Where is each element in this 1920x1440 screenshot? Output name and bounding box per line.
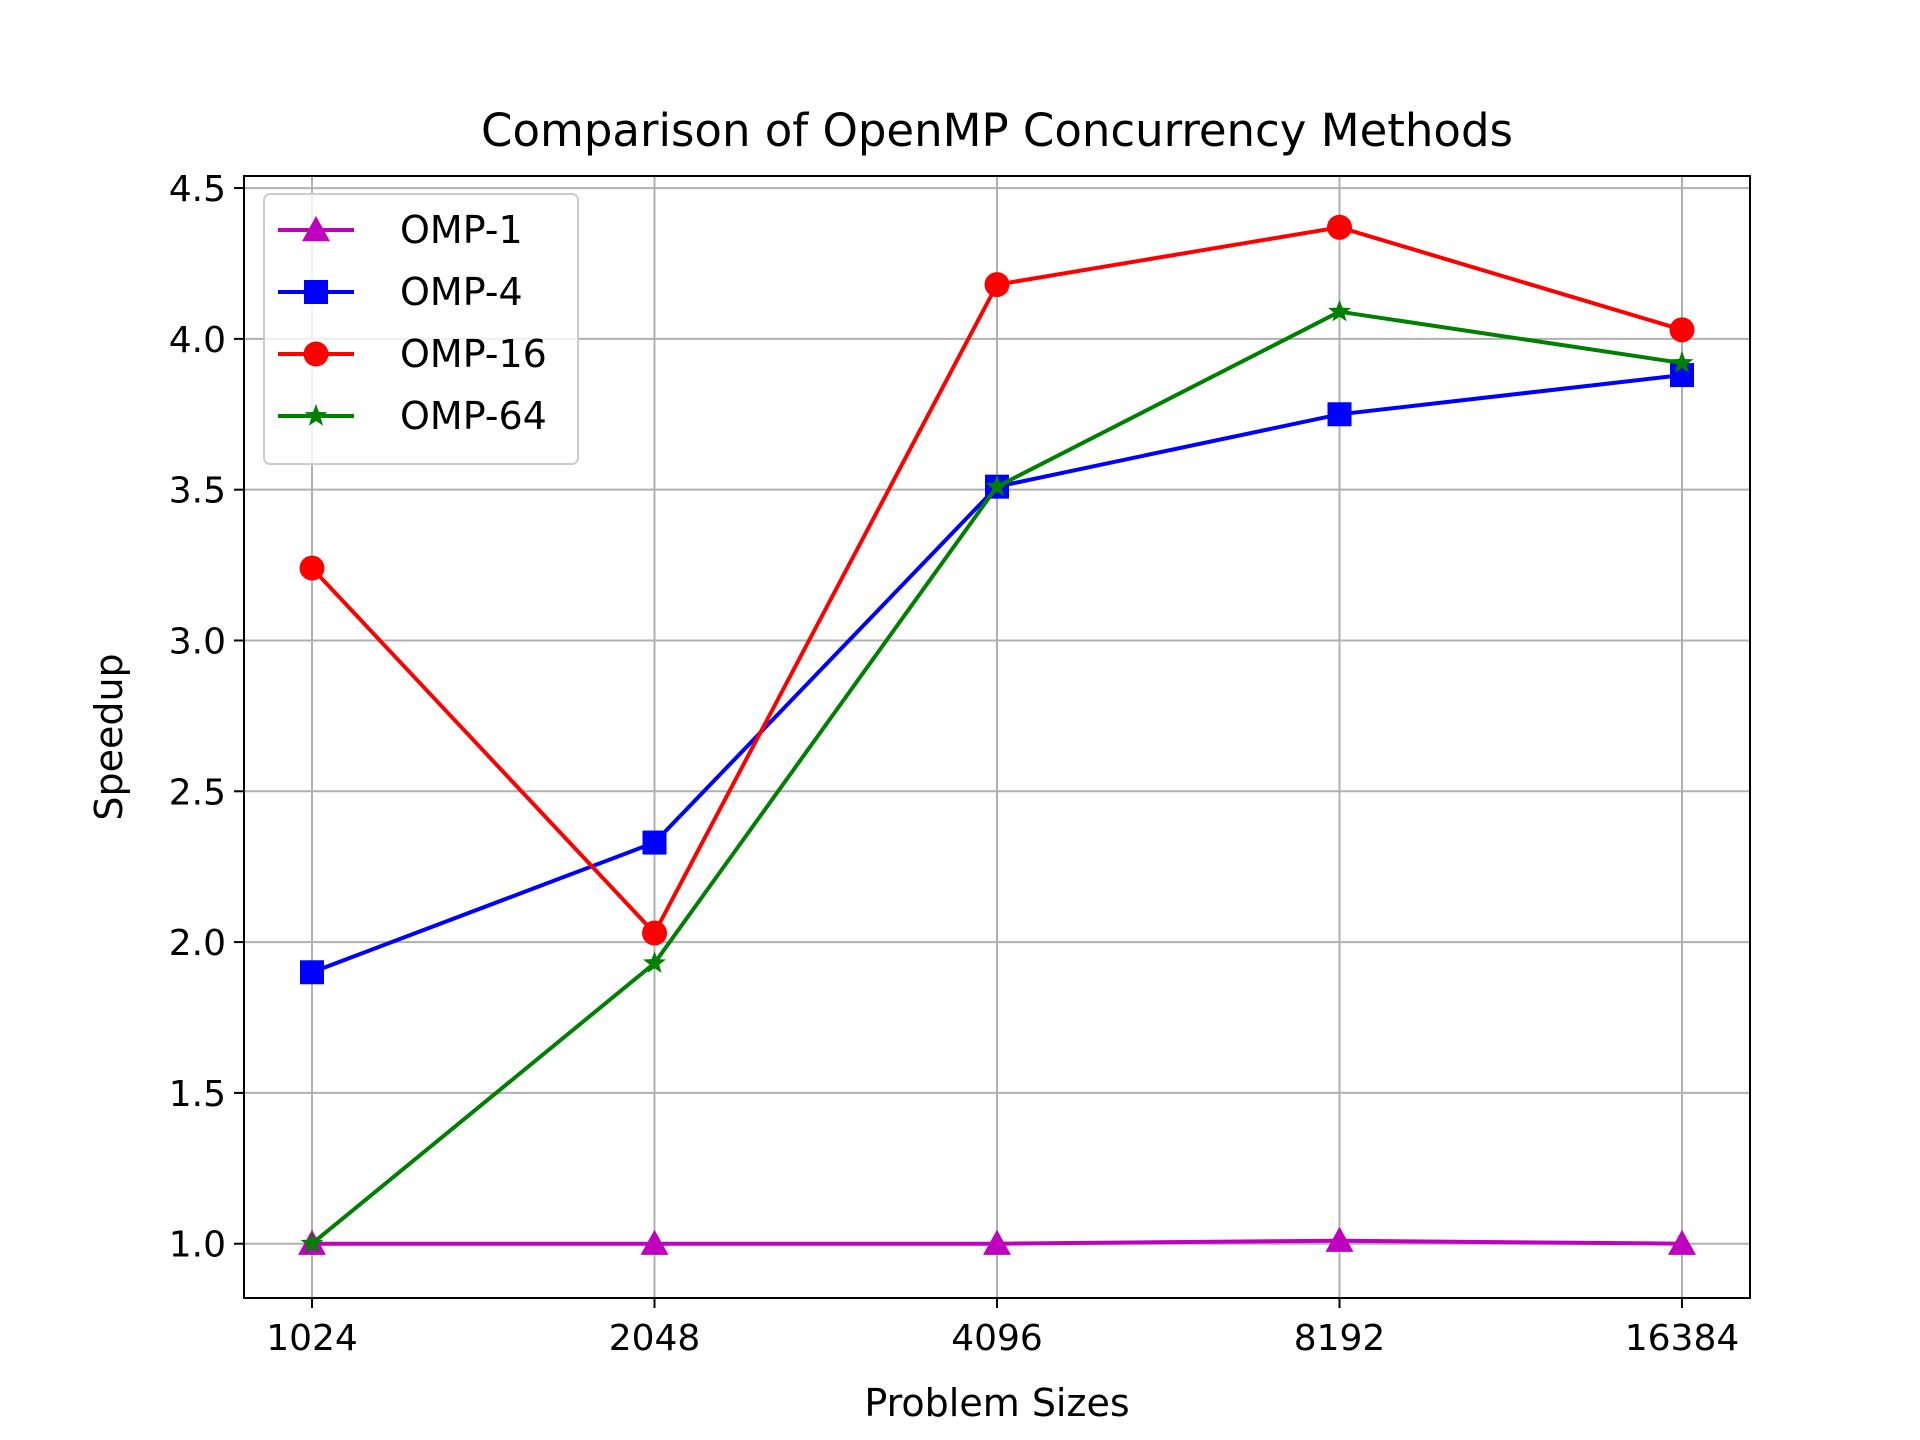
data-point-omp-16 (1669, 317, 1695, 343)
data-point-omp-1 (1668, 1229, 1696, 1255)
legend-marker-omp-4 (304, 280, 328, 304)
data-point-omp-64 (985, 474, 1009, 497)
x-tick-label: 1024 (266, 1318, 358, 1359)
x-tick-label: 8192 (1294, 1318, 1386, 1359)
data-point-omp-4 (1327, 402, 1352, 427)
legend-box (263, 193, 579, 465)
y-tick-label: 2.0 (169, 923, 226, 964)
y-tick-label: 3.5 (169, 471, 226, 512)
y-tick-label: 4.5 (169, 169, 226, 210)
data-point-omp-1 (1325, 1226, 1354, 1252)
legend-label-omp-64: OMP-64 (400, 394, 547, 438)
data-point-omp-64 (1328, 299, 1351, 322)
legend-label-omp-16: OMP-16 (400, 332, 547, 376)
data-point-omp-16 (984, 272, 1010, 298)
legend-label-omp-4: OMP-4 (400, 270, 523, 314)
x-tick-label: 16384 (1625, 1318, 1740, 1359)
y-tick-label: 1.0 (169, 1225, 226, 1266)
axis-ticks: 1024 2048 4096 8192 16384 1.0 1.5 2.0 2.5 3.0 3.5 4… (169, 169, 1740, 1359)
data-point-omp-16 (299, 555, 325, 581)
legend: OMP-1 OMP-4 OMP-16 OMP-64 (263, 193, 579, 465)
y-tick-label: 1.5 (169, 1074, 226, 1115)
legend-marker-omp-64 (304, 404, 328, 426)
x-tick-label: 4096 (951, 1318, 1043, 1359)
data-point-omp-16 (1327, 214, 1352, 240)
y-tick-label: 3.0 (169, 621, 226, 662)
data-point-omp-64 (1670, 351, 1694, 373)
legend-marker-omp-1 (302, 216, 330, 242)
x-tick-label: 2048 (609, 1318, 701, 1359)
y-tick-label: 2.5 (169, 772, 226, 813)
y-tick-label: 4.0 (169, 320, 226, 361)
x-axis-label: Problem Sizes (864, 1381, 1129, 1425)
data-point-omp-4 (300, 960, 324, 985)
data-point-omp-64 (643, 951, 666, 973)
data-point-omp-4 (642, 830, 667, 855)
data-point-omp-64 (300, 1231, 324, 1254)
legend-label-omp-1: OMP-1 (400, 208, 523, 252)
data-point-omp-1 (983, 1229, 1011, 1255)
y-axis-label: Speedup (87, 653, 131, 820)
legend-marker-omp-16 (303, 341, 329, 367)
chart-title: Comparison of OpenMP Concurrency Methods (481, 104, 1513, 157)
data-point-omp-1 (640, 1229, 669, 1255)
plot-series (298, 214, 1696, 1255)
data-point-omp-16 (642, 920, 667, 946)
